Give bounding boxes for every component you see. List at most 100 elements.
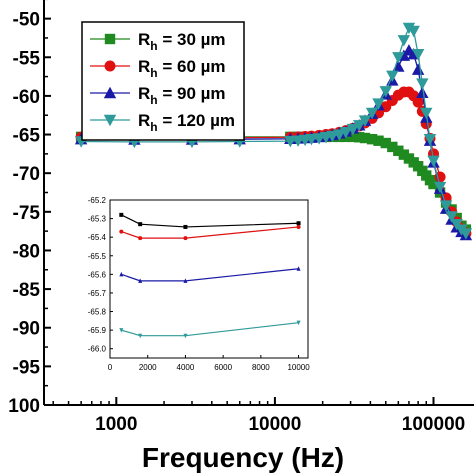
inset-x-tick-label: 6000 xyxy=(214,363,232,372)
inset-series-line xyxy=(121,322,299,337)
data-point xyxy=(439,200,453,212)
data-point xyxy=(379,86,392,98)
data-point xyxy=(365,107,379,120)
y-tick-label: -60 xyxy=(13,87,40,108)
y-tick-label: -70 xyxy=(13,164,40,185)
inset-series-2 xyxy=(119,224,301,241)
data-point xyxy=(428,178,439,190)
y-tick-label: -65 xyxy=(13,126,41,147)
inset-x-tick-label: 2000 xyxy=(139,363,157,372)
legend-label: Rh = 120 µm xyxy=(138,111,235,134)
data-point xyxy=(427,155,440,168)
inset-series-line xyxy=(121,268,299,282)
inset-point xyxy=(183,278,188,283)
inset-series-1 xyxy=(119,212,301,229)
series-4 xyxy=(74,22,473,240)
inset-point xyxy=(119,328,124,333)
legend-marker xyxy=(104,33,116,45)
inset-point xyxy=(296,320,301,326)
data-point xyxy=(346,123,360,136)
data-point xyxy=(358,115,372,127)
inset-series-line xyxy=(121,214,299,228)
inset-point xyxy=(183,333,188,339)
x-tick-label: 10000 xyxy=(248,414,301,435)
inset-y-tick-label: -65.5 xyxy=(88,252,107,261)
inset-x-tick-label: 4000 xyxy=(177,363,195,372)
inset-x-tick-label: 8000 xyxy=(252,363,270,372)
inset-y-tick-label: -65.2 xyxy=(88,196,107,205)
data-point xyxy=(416,78,429,90)
inset-x-tick-label: 10000 xyxy=(287,363,310,372)
y-tick-label: -85 xyxy=(13,280,41,301)
inset-y-tick-label: -65.9 xyxy=(88,326,107,335)
data-point xyxy=(412,96,424,108)
y-tick-label: -75 xyxy=(13,203,41,224)
legend-label: Rh = 30 µm xyxy=(138,30,226,53)
data-point xyxy=(387,141,398,153)
y-tick-label: -50 xyxy=(13,10,40,31)
inset-point xyxy=(183,224,188,229)
inset-series-3 xyxy=(119,266,301,283)
inset-point xyxy=(138,333,143,339)
x-tick-label: 100000 xyxy=(402,414,465,435)
legend: Rh = 30 µm Rh = 60 µm Rh = 90 µm Rh = 120 µ… xyxy=(81,21,245,141)
legend-label: Rh = 90 µm xyxy=(138,84,226,107)
inset-point xyxy=(138,236,143,241)
inset-frame xyxy=(109,199,309,359)
data-point xyxy=(397,35,411,47)
x-tick-label: 1000 xyxy=(95,414,137,435)
data-point xyxy=(416,86,429,99)
data-point xyxy=(284,135,297,148)
inset-point xyxy=(119,271,124,277)
data-point xyxy=(305,133,318,146)
data-point xyxy=(423,133,437,146)
data-point xyxy=(393,145,404,156)
y-tick-label: 100 xyxy=(8,396,40,417)
data-point xyxy=(433,181,447,194)
y-tick-label: -80 xyxy=(13,241,40,262)
y-tick-label: -55 xyxy=(13,48,41,69)
inset-point xyxy=(183,236,188,241)
inset-y-tick-label: -65.6 xyxy=(88,270,107,279)
x-axis-label: Frequency (Hz) xyxy=(142,442,344,473)
data-point xyxy=(354,132,365,143)
inset-point xyxy=(119,229,124,234)
inset-point xyxy=(296,221,301,226)
inset-y-tick-label: -66.0 xyxy=(88,345,107,354)
legend-marker xyxy=(103,86,117,99)
inset-chart: -65.2 -65.3 -65.4 -65.5 -65.6 -65.7 -65.8 -65.9… xyxy=(68,196,318,380)
data-point xyxy=(339,127,353,139)
inset-x-tick-label: 0 xyxy=(108,363,113,372)
data-point xyxy=(372,98,385,110)
data-point xyxy=(411,48,425,61)
inset-point xyxy=(119,212,124,217)
data-point xyxy=(326,130,339,143)
data-point xyxy=(373,135,384,146)
inset-y-tick-label: -65.3 xyxy=(88,215,107,224)
data-point xyxy=(407,25,420,38)
legend-marker xyxy=(103,114,117,127)
data-point xyxy=(459,228,473,240)
data-point xyxy=(420,107,433,120)
inset-point xyxy=(296,266,301,271)
y-tick-label: -90 xyxy=(13,319,40,340)
y-tick-label: -95 xyxy=(13,357,41,378)
main-axes: -50 -55 -60 -65 -70 -75 -80 -85 -90 -95 100 1000 100… xyxy=(8,0,474,435)
inset-y-tick-label: -65.4 xyxy=(88,233,107,242)
data-point xyxy=(380,137,391,149)
inset-point xyxy=(138,278,143,283)
inset-series-line xyxy=(121,226,299,239)
inset-point xyxy=(296,224,301,229)
data-point xyxy=(353,120,366,132)
data-point xyxy=(366,133,378,145)
data-point xyxy=(445,211,458,223)
inset-y-tick-label: -65.8 xyxy=(88,308,107,317)
inset-y-tick-label: -65.7 xyxy=(88,289,107,298)
inset-series-4 xyxy=(119,320,301,339)
legend-label: Rh = 60 µm xyxy=(138,57,226,80)
data-point xyxy=(386,70,399,83)
data-point xyxy=(347,131,359,143)
inset-point xyxy=(138,222,143,227)
data-point xyxy=(392,52,405,64)
